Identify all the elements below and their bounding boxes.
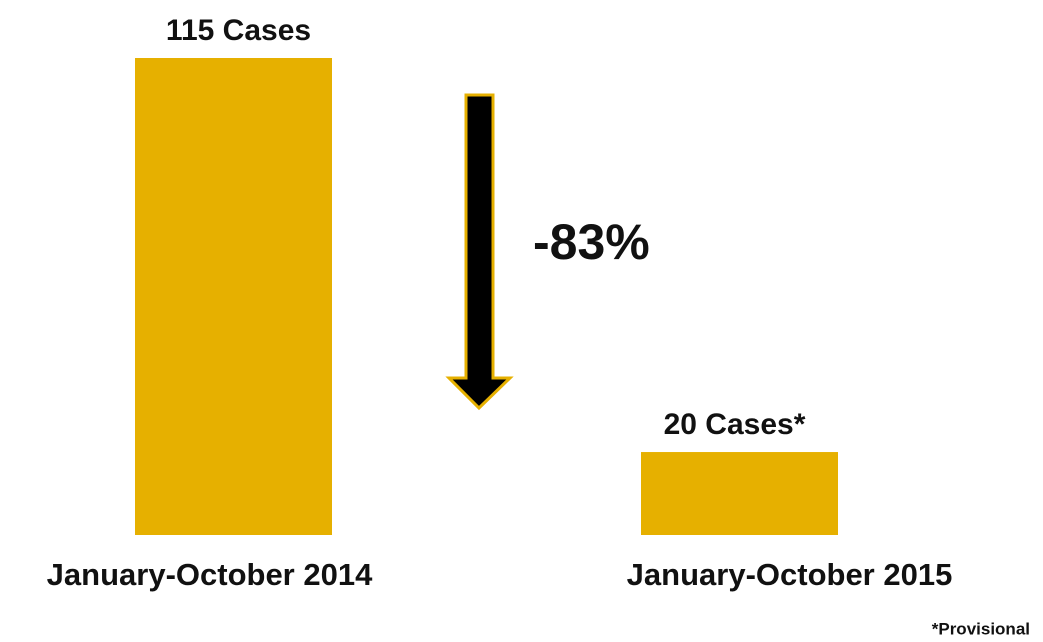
bar bbox=[135, 58, 332, 535]
category-label: January-October 2014 bbox=[47, 557, 373, 592]
change-annotation: -83% bbox=[533, 214, 650, 270]
value-label: 20 Cases* bbox=[664, 408, 806, 441]
value-label: 115 Cases bbox=[166, 14, 311, 47]
category-label: January-October 2015 bbox=[627, 557, 953, 592]
decrease-arrow bbox=[445, 93, 514, 411]
footnote: *Provisional bbox=[932, 619, 1030, 638]
bar bbox=[641, 452, 838, 535]
